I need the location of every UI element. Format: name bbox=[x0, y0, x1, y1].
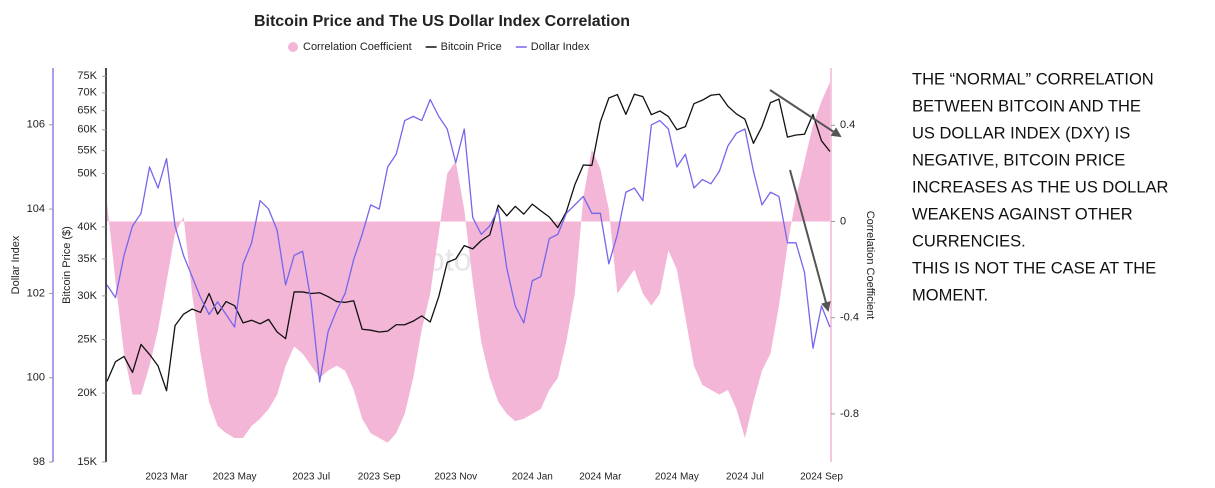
y-tick-label: 20K bbox=[77, 387, 97, 399]
y3-tick-label: 106 bbox=[27, 119, 45, 131]
y-tick-label: 25K bbox=[77, 333, 97, 345]
y-tick-label: 75K bbox=[77, 70, 97, 82]
x-tick-label: 2024 May bbox=[655, 472, 699, 483]
y-tick-label: 65K bbox=[77, 105, 97, 117]
y-tick-label: 40K bbox=[77, 221, 97, 233]
annotation-line: MOMENT. bbox=[912, 286, 988, 304]
annotation-line: CURRENCIES. bbox=[912, 232, 1026, 250]
y-tick-label: 35K bbox=[77, 253, 97, 265]
series-line bbox=[106, 93, 831, 392]
y-tick-label: 15K bbox=[77, 456, 97, 468]
x-tick-label: 2023 May bbox=[213, 472, 257, 483]
chart-title: Bitcoin Price and The US Dollar Index Co… bbox=[254, 13, 630, 30]
legend-label: Correlation Coefficient bbox=[303, 41, 412, 53]
y2-tick-label: -0.4 bbox=[840, 312, 859, 324]
x-tick-label: 2024 Sep bbox=[800, 472, 843, 483]
annotation-line: BETWEEN BITCOIN AND THE bbox=[912, 97, 1141, 115]
annotation-line: THIS IS NOT THE CASE AT THE bbox=[912, 259, 1156, 277]
x-tick-label: 2023 Mar bbox=[145, 472, 188, 483]
y-tick-label: 60K bbox=[77, 124, 97, 136]
y-tick-label: 30K bbox=[77, 290, 97, 302]
y-tick-label: 70K bbox=[77, 87, 97, 99]
x-tick-label: 2023 Sep bbox=[358, 472, 401, 483]
x-tick-label: 2023 Jul bbox=[292, 472, 330, 483]
legend-label: Dollar Index bbox=[531, 41, 590, 53]
y2-axis-label: Correlation Coefficient bbox=[864, 211, 876, 320]
x-tick-label: 2024 Jul bbox=[726, 472, 764, 483]
y2-tick-label: -0.8 bbox=[840, 408, 859, 420]
annotation-arrow bbox=[769, 89, 842, 138]
x-tick-label: 2023 Nov bbox=[434, 472, 477, 483]
y-axis-label: Bitcoin Price ($) bbox=[61, 226, 73, 304]
annotation-text: THE “NORMAL” CORRELATION BETWEEN BITCOIN … bbox=[912, 70, 1169, 304]
annotation-line: THE “NORMAL” CORRELATION bbox=[912, 70, 1154, 88]
y3-tick-label: 102 bbox=[27, 287, 45, 299]
y2-tick-label: 0.4 bbox=[840, 119, 855, 131]
legend-label: Bitcoin Price bbox=[441, 41, 502, 53]
annotation-line: NEGATIVE, BITCOIN PRICE bbox=[912, 151, 1125, 169]
correlation-area bbox=[107, 82, 830, 443]
annotation-line: WEAKENS AGAINST OTHER bbox=[912, 205, 1133, 223]
plot-area bbox=[106, 82, 831, 443]
y3-axis-label: Dollar Index bbox=[10, 235, 22, 294]
series-line bbox=[106, 98, 831, 383]
y-tick-label: 55K bbox=[77, 145, 97, 157]
annotation-line: INCREASES AS THE US DOLLAR bbox=[912, 178, 1169, 196]
x-tick-label: 2024 Jan bbox=[512, 472, 553, 483]
y2-tick-label: 0 bbox=[840, 215, 846, 227]
y3-tick-label: 100 bbox=[27, 372, 45, 384]
annotation-line: US DOLLAR INDEX (DXY) IS bbox=[912, 124, 1130, 142]
annotation-arrow bbox=[789, 169, 831, 312]
y3-tick-label: 98 bbox=[33, 456, 45, 468]
y-tick-label: 50K bbox=[77, 167, 97, 179]
x-tick-label: 2024 Mar bbox=[579, 472, 622, 483]
legend-swatch bbox=[288, 42, 298, 52]
y3-tick-label: 104 bbox=[27, 203, 45, 215]
